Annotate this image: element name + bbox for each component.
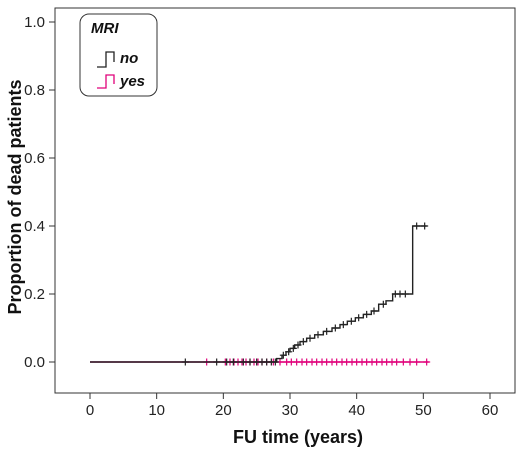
censor-mark-no — [246, 358, 254, 366]
censor-mark-no — [323, 327, 331, 335]
legend-label-yes: yes — [119, 73, 145, 90]
censor-mark-no — [299, 338, 307, 346]
censor-mark-no — [379, 300, 387, 308]
y-tick-label: 0.6 — [24, 150, 45, 167]
legend-title: MRI — [91, 20, 119, 37]
censor-mark-no — [279, 351, 287, 359]
legend-label-no: no — [120, 50, 138, 67]
legend-swatch-yes — [97, 74, 115, 89]
censor-mark-no — [314, 331, 322, 339]
censor-mark-no — [370, 307, 378, 315]
series-no — [90, 222, 429, 366]
axis-ticks: 0 10 20 30 40 50 60 0.0 0.2 0.4 0.6 0.8 1.0 — [24, 14, 498, 419]
censor-mark-yes — [406, 358, 414, 366]
censor-mark-no — [401, 290, 409, 298]
y-tick-label: 0.8 — [24, 82, 45, 99]
x-tick-label: 20 — [215, 402, 232, 419]
y-tick-label: 0.0 — [24, 354, 45, 371]
y-tick-label: 0.4 — [24, 218, 45, 235]
censor-mark-yes — [393, 358, 401, 366]
censor-mark-yes — [399, 358, 407, 366]
legend-swatch-no — [97, 51, 115, 68]
legend-entry-no: no — [97, 50, 138, 68]
x-tick-label: 60 — [482, 402, 499, 419]
censor-mark-yes — [413, 358, 421, 366]
censor-mark-no — [223, 358, 231, 366]
censor-mark-no — [229, 358, 237, 366]
censor-mark-no — [294, 341, 302, 349]
x-tick-label: 0 — [86, 402, 94, 419]
y-tick-label: 0.2 — [24, 286, 45, 303]
x-axis-title: FU time (years) — [233, 427, 363, 447]
y-tick-label: 1.0 — [24, 14, 45, 31]
censor-mark-no — [289, 344, 297, 352]
censor-mark-no — [347, 317, 355, 325]
censor-mark-no — [331, 324, 339, 332]
censor-mark-no — [363, 310, 371, 318]
censor-mark-no — [271, 358, 279, 366]
x-tick-label: 30 — [282, 402, 299, 419]
y-axis-title: Proportion of dead patients — [5, 79, 25, 314]
x-tick-label: 50 — [415, 402, 432, 419]
censor-mark-no — [306, 334, 314, 342]
censor-mark-yes — [423, 358, 431, 366]
censor-mark-no — [239, 358, 247, 366]
censor-mark-no — [285, 348, 293, 356]
censor-mark-no — [181, 358, 189, 366]
x-tick-label: 40 — [348, 402, 365, 419]
legend-box — [79, 13, 158, 97]
censor-mark-no — [413, 222, 421, 230]
censor-mark-no — [355, 314, 363, 322]
censor-mark-no — [339, 321, 347, 329]
x-tick-label: 10 — [148, 402, 165, 419]
censor-mark-no — [213, 358, 221, 366]
legend-entry-yes: yes — [97, 73, 145, 90]
legend: MRI no yes — [79, 13, 158, 97]
series-layer — [90, 222, 431, 366]
censor-mark-no — [421, 222, 429, 230]
